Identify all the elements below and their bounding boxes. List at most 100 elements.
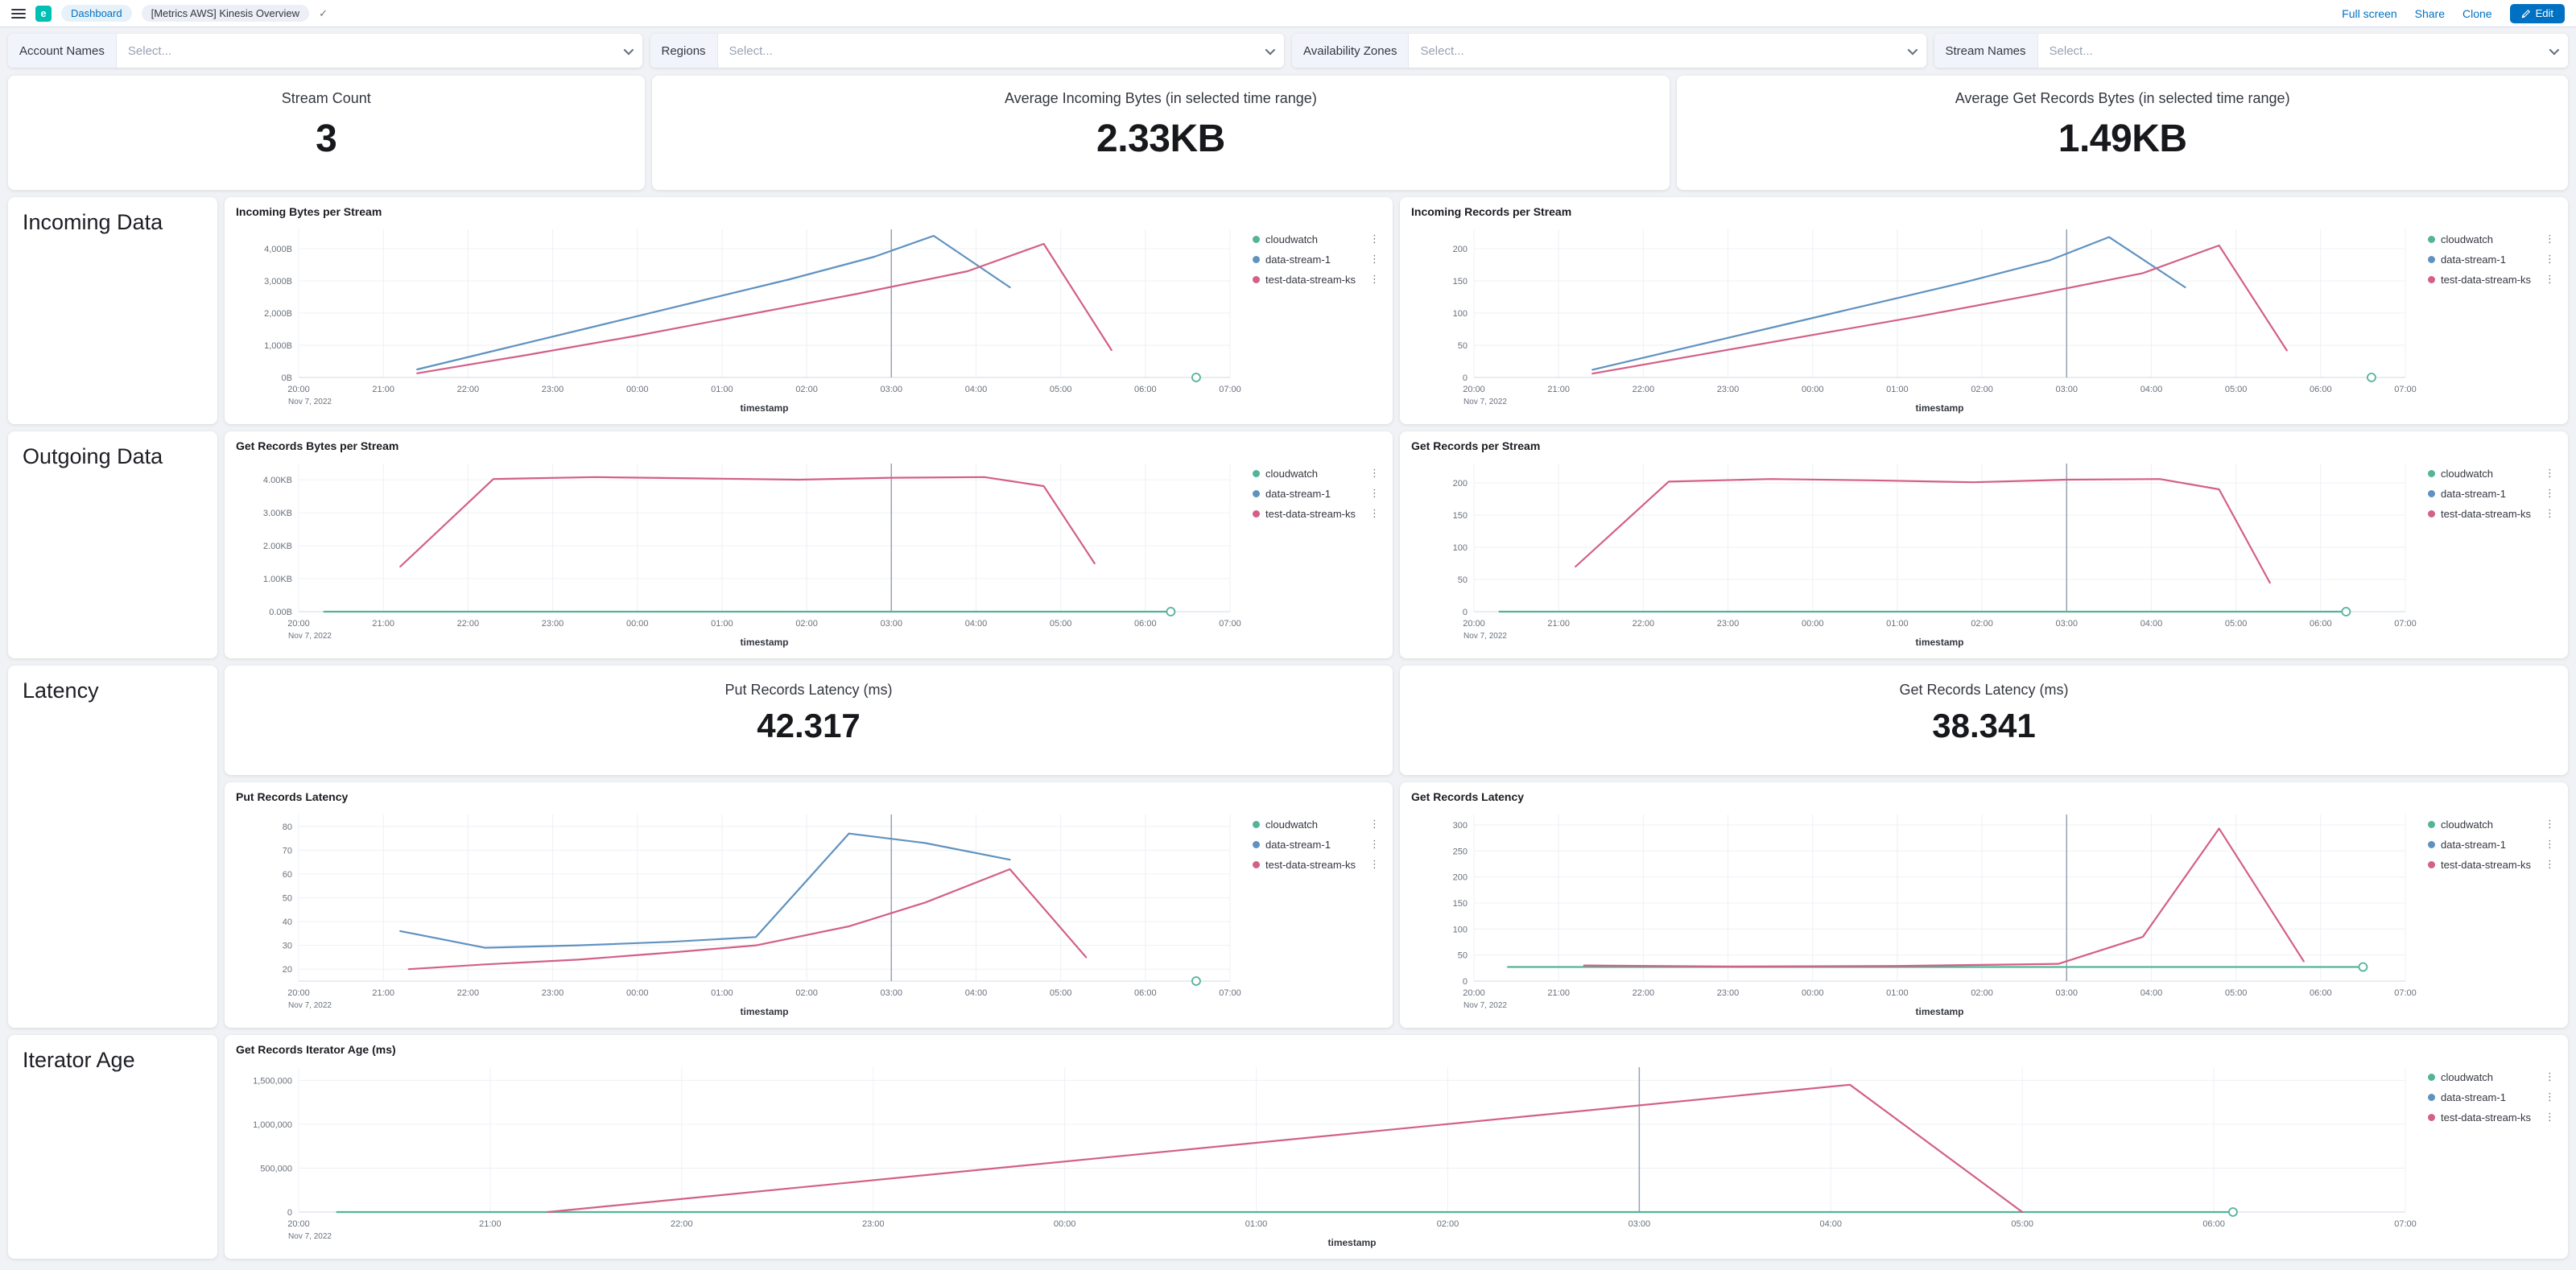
- legend-item[interactable]: test-data-stream-ks ⋮: [2428, 507, 2555, 520]
- legend-menu-icon[interactable]: ⋮: [2545, 273, 2555, 285]
- filter-availability-zones[interactable]: Availability Zones Select...: [1292, 34, 1926, 68]
- legend-item[interactable]: data-stream-1 ⋮: [2428, 1091, 2555, 1103]
- hamburger-menu-icon[interactable]: [11, 8, 26, 19]
- chart-title: Put Records Latency: [236, 790, 349, 803]
- legend-menu-icon[interactable]: ⋮: [1369, 467, 1380, 479]
- svg-text:02:00: 02:00: [1971, 385, 1993, 394]
- svg-text:21:00: 21:00: [372, 619, 394, 629]
- clone-link[interactable]: Clone: [2462, 6, 2492, 20]
- filter-regions[interactable]: Regions Select...: [650, 34, 1284, 68]
- legend-item[interactable]: test-data-stream-ks ⋮: [2428, 1111, 2555, 1124]
- legend-label: cloudwatch: [2441, 233, 2494, 245]
- chevron-down-icon[interactable]: [2549, 44, 2560, 55]
- filter-stream-names[interactable]: Stream Names Select...: [1934, 34, 2568, 68]
- chevron-down-icon[interactable]: [1265, 44, 1276, 55]
- legend-menu-icon[interactable]: ⋮: [2545, 487, 2555, 499]
- legend-menu-icon[interactable]: ⋮: [2545, 507, 2555, 519]
- svg-text:30: 30: [283, 942, 292, 951]
- legend-label: cloudwatch: [2441, 818, 2494, 831]
- get-records-latency-chart-canvas[interactable]: 20:00 21:00 22:00 23:00 00:00 01:00 02:00 03:00…: [1411, 805, 2420, 1023]
- legend-item[interactable]: data-stream-1 ⋮: [1253, 253, 1380, 266]
- legend-item[interactable]: cloudwatch ⋮: [2428, 233, 2555, 245]
- legend-menu-icon[interactable]: ⋮: [2545, 858, 2555, 870]
- legend-menu-icon[interactable]: ⋮: [1369, 858, 1380, 870]
- svg-text:04:00: 04:00: [965, 619, 988, 629]
- svg-text:06:00: 06:00: [1134, 619, 1157, 629]
- legend-menu-icon[interactable]: ⋮: [2545, 1091, 2555, 1103]
- availability-zones-select[interactable]: Select...: [1409, 34, 1926, 68]
- filter-account-names[interactable]: Account Names Select...: [8, 34, 642, 68]
- legend-menu-icon[interactable]: ⋮: [2545, 818, 2555, 830]
- get-records-chart-canvas[interactable]: 20:00 21:00 22:00 23:00 00:00 01:00 02:00 03:00…: [1411, 454, 2420, 654]
- legend-item[interactable]: test-data-stream-ks ⋮: [2428, 273, 2555, 286]
- full-screen-link[interactable]: Full screen: [2342, 6, 2397, 20]
- legend-dot-icon: [2428, 1113, 2435, 1121]
- legend-item[interactable]: test-data-stream-ks ⋮: [1253, 858, 1380, 871]
- legend-menu-icon[interactable]: ⋮: [1369, 507, 1380, 519]
- chart-legend: cloudwatch ⋮ data-stream-1 ⋮ test-data-strea…: [2420, 454, 2557, 654]
- legend-dot-icon: [1253, 275, 1260, 283]
- svg-text:22:00: 22:00: [457, 988, 480, 998]
- chevron-down-icon[interactable]: [1907, 44, 1918, 55]
- legend-item[interactable]: test-data-stream-ks ⋮: [1253, 507, 1380, 520]
- legend-item[interactable]: cloudwatch ⋮: [1253, 818, 1380, 831]
- regions-select[interactable]: Select...: [718, 34, 1284, 68]
- incoming-records-chart-canvas[interactable]: 20:00 21:00 22:00 23:00 00:00 01:00 02:00 03:00…: [1411, 220, 2420, 419]
- svg-text:100: 100: [1453, 309, 1468, 319]
- filter-placeholder: Select...: [1420, 43, 1464, 58]
- legend-item[interactable]: cloudwatch ⋮: [1253, 233, 1380, 245]
- legend-menu-icon[interactable]: ⋮: [1369, 838, 1380, 850]
- legend-label: data-stream-1: [1265, 253, 1331, 266]
- legend-menu-icon[interactable]: ⋮: [2545, 233, 2555, 245]
- breadcrumb-current-page[interactable]: [Metrics AWS] Kinesis Overview: [141, 5, 310, 22]
- legend-item[interactable]: test-data-stream-ks ⋮: [1253, 273, 1380, 286]
- share-link[interactable]: Share: [2414, 6, 2445, 20]
- legend-item[interactable]: data-stream-1 ⋮: [2428, 487, 2555, 500]
- legend-dot-icon: [2428, 275, 2435, 283]
- panel-stream-count: Stream Count 3: [8, 76, 645, 190]
- svg-text:02:00: 02:00: [1437, 1219, 1459, 1229]
- legend-menu-icon[interactable]: ⋮: [2545, 467, 2555, 479]
- legend-item[interactable]: data-stream-1 ⋮: [1253, 838, 1380, 851]
- legend-dot-icon: [2428, 840, 2435, 848]
- legend-item[interactable]: data-stream-1 ⋮: [2428, 838, 2555, 851]
- get-records-bytes-chart-canvas[interactable]: 20:00 21:00 22:00 23:00 00:00 01:00 02:00 03:00…: [236, 454, 1245, 654]
- iterator-age-chart-canvas[interactable]: 20:00 21:00 22:00 23:00 00:00 01:00 02:00 03:00…: [236, 1058, 2420, 1254]
- metric-value: 3: [316, 118, 337, 160]
- legend-item[interactable]: data-stream-1 ⋮: [1253, 487, 1380, 500]
- put-records-latency-chart-canvas[interactable]: 20:00 21:00 22:00 23:00 00:00 01:00 02:00 03:00…: [236, 805, 1245, 1023]
- legend-menu-icon[interactable]: ⋮: [1369, 487, 1380, 499]
- chevron-down-icon[interactable]: [623, 44, 634, 55]
- svg-text:timestamp: timestamp: [740, 402, 788, 414]
- account-names-select[interactable]: Select...: [117, 34, 642, 68]
- legend-menu-icon[interactable]: ⋮: [2545, 1111, 2555, 1123]
- svg-text:01:00: 01:00: [1886, 988, 1909, 998]
- legend-menu-icon[interactable]: ⋮: [2545, 838, 2555, 850]
- legend-label: data-stream-1: [1265, 487, 1331, 500]
- legend-menu-icon[interactable]: ⋮: [1369, 273, 1380, 285]
- legend-menu-icon[interactable]: ⋮: [1369, 818, 1380, 830]
- stream-names-select[interactable]: Select...: [2038, 34, 2568, 68]
- breadcrumb-dashboard[interactable]: Dashboard: [61, 5, 132, 22]
- legend-item[interactable]: test-data-stream-ks ⋮: [2428, 858, 2555, 871]
- legend-label: data-stream-1: [2441, 487, 2506, 500]
- svg-text:22:00: 22:00: [1633, 619, 1655, 629]
- svg-text:80: 80: [283, 823, 292, 832]
- incoming-bytes-chart-canvas[interactable]: 20:00 21:00 22:00 23:00 00:00 01:00 02:00 03:00…: [236, 220, 1245, 419]
- legend-item[interactable]: data-stream-1 ⋮: [2428, 253, 2555, 266]
- edit-button[interactable]: Edit: [2509, 3, 2565, 23]
- legend-item[interactable]: cloudwatch ⋮: [1253, 467, 1380, 480]
- legend-menu-icon[interactable]: ⋮: [1369, 253, 1380, 265]
- filter-placeholder: Select...: [2049, 43, 2093, 58]
- legend-menu-icon[interactable]: ⋮: [1369, 233, 1380, 245]
- legend-item[interactable]: cloudwatch ⋮: [2428, 818, 2555, 831]
- legend-item[interactable]: cloudwatch ⋮: [2428, 1070, 2555, 1083]
- svg-text:05:00: 05:00: [2225, 619, 2248, 629]
- svg-text:20:00: 20:00: [287, 988, 310, 998]
- legend-label: cloudwatch: [2441, 467, 2494, 480]
- legend-menu-icon[interactable]: ⋮: [2545, 253, 2555, 265]
- legend-item[interactable]: cloudwatch ⋮: [2428, 467, 2555, 480]
- elastic-logo[interactable]: e: [35, 5, 52, 22]
- legend-menu-icon[interactable]: ⋮: [2545, 1070, 2555, 1082]
- svg-text:2,000B: 2,000B: [264, 309, 292, 319]
